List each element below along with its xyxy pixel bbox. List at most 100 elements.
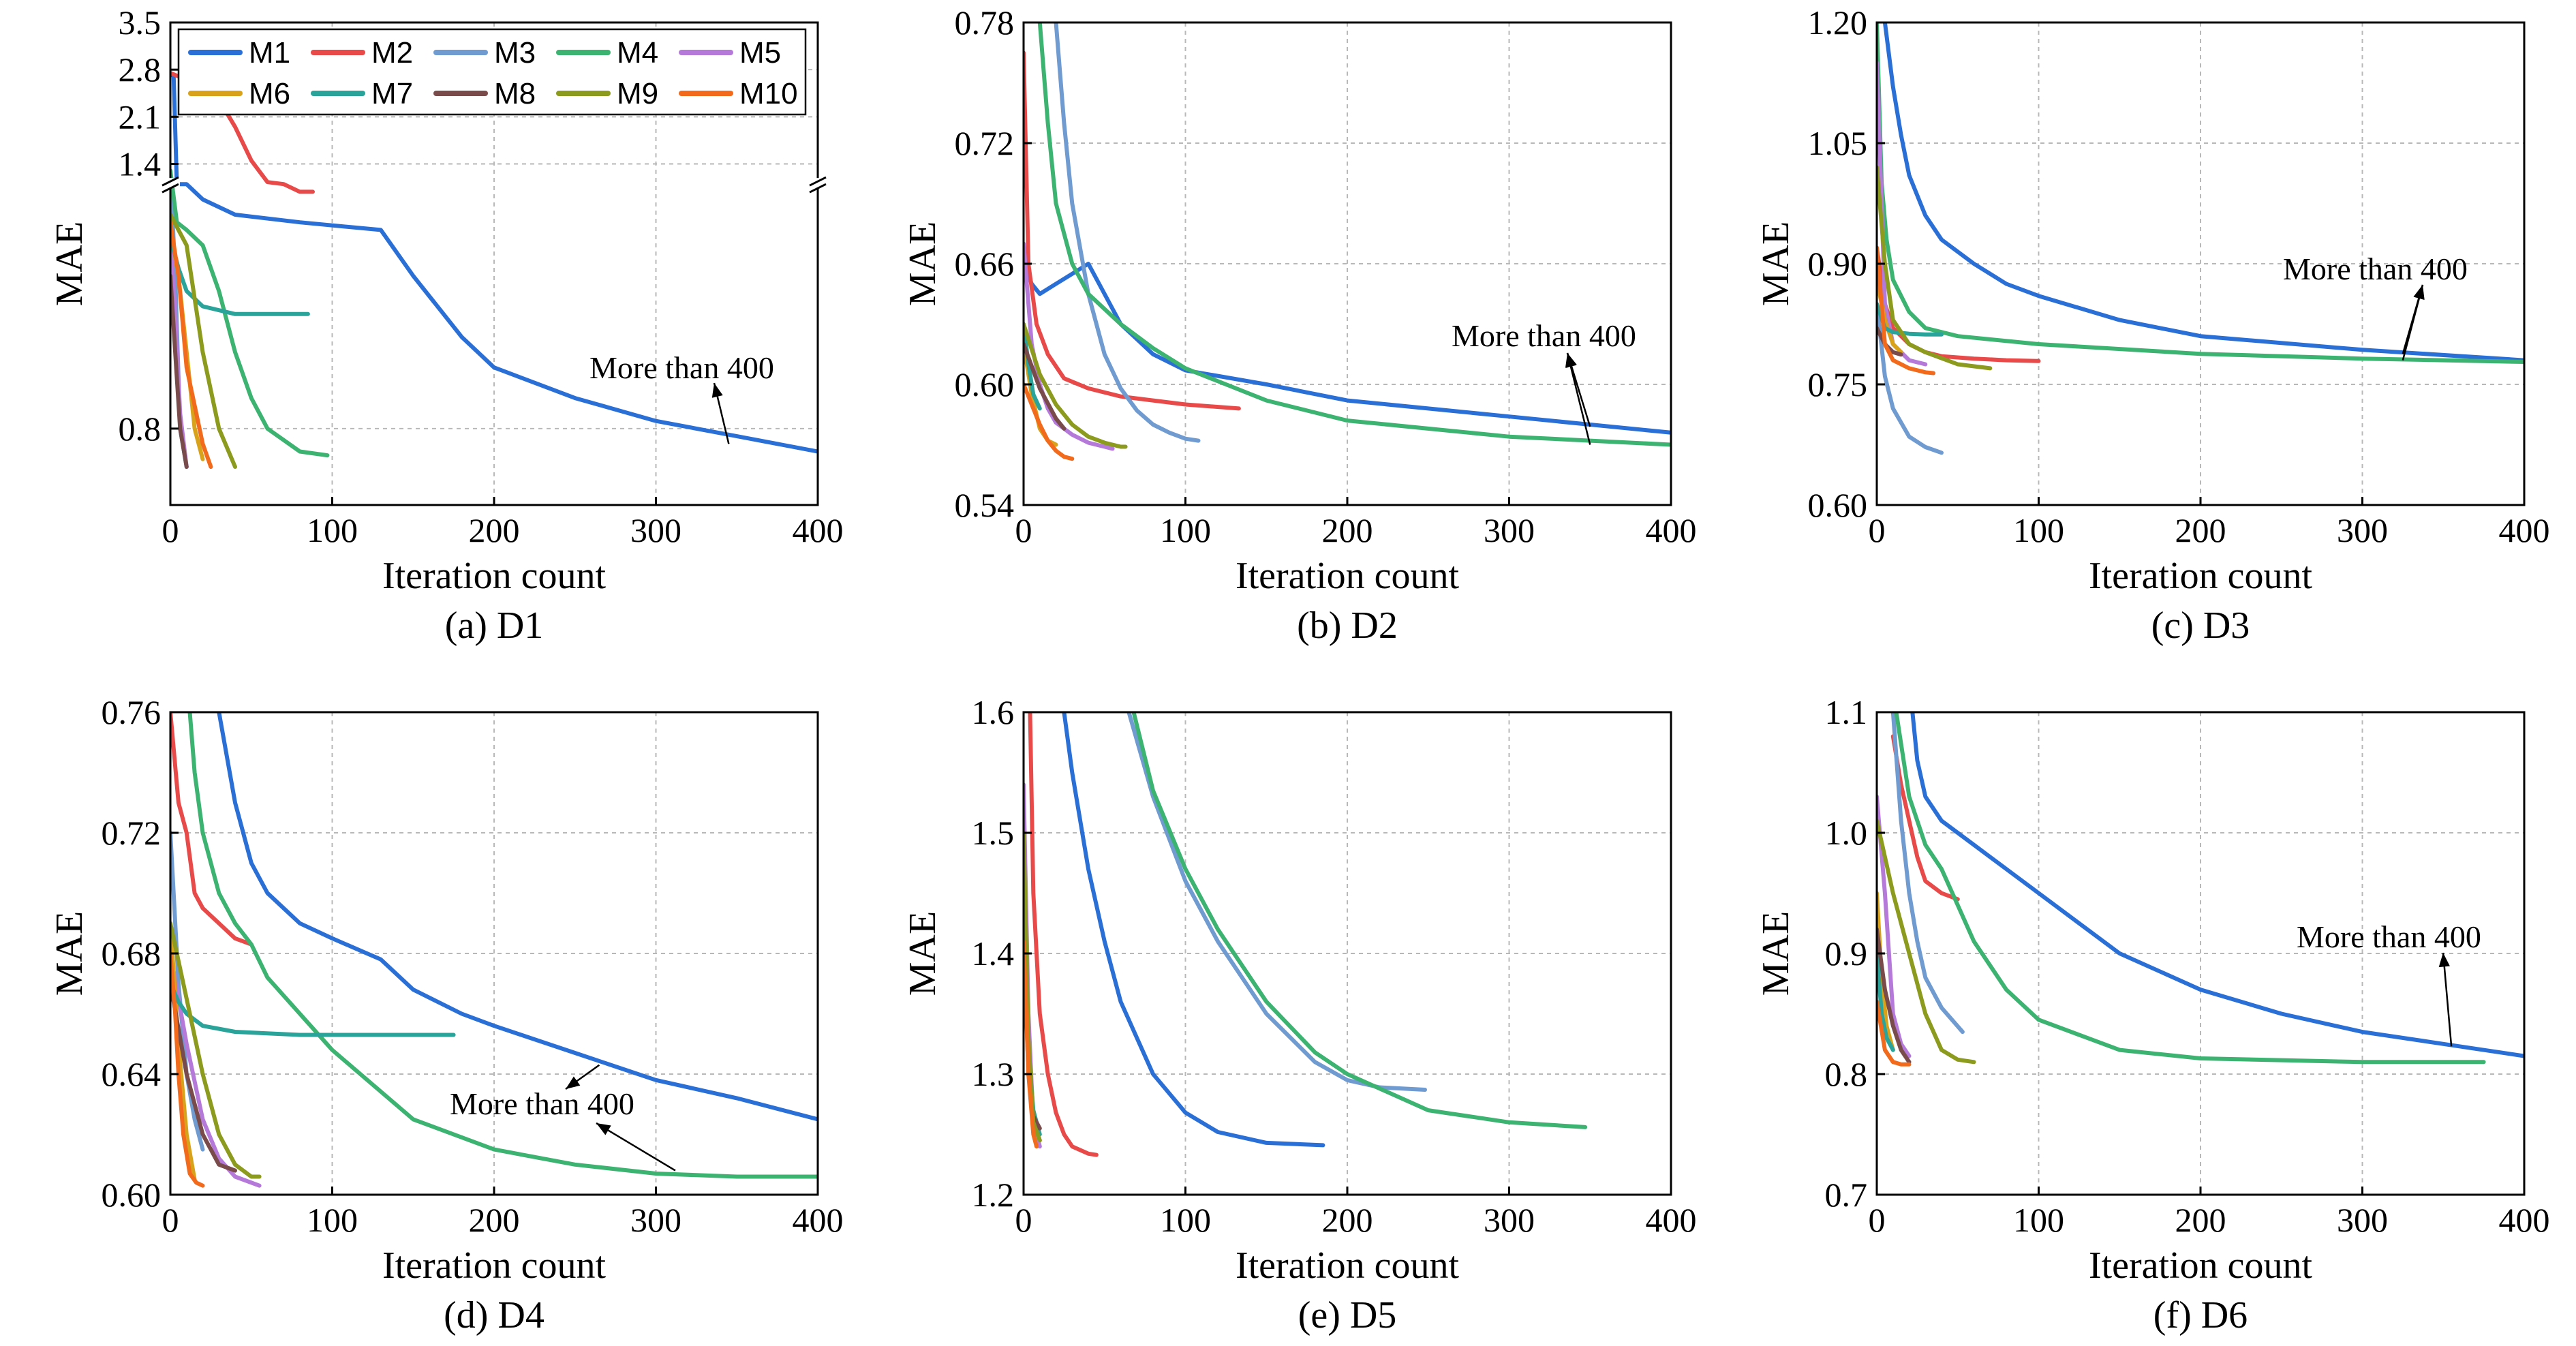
- series-line-m2: [1028, 712, 1099, 1157]
- y-tick-label: 0.64: [102, 1055, 162, 1093]
- x-tick-label: 0: [1869, 511, 1886, 549]
- x-tick-label: 200: [469, 1201, 520, 1239]
- series-line-m10: [1024, 382, 1075, 461]
- annotation-arrow-line: [1566, 352, 1591, 445]
- series-line-m10: [1877, 999, 1912, 1067]
- y-axis-title: MAE: [1755, 911, 1797, 996]
- x-tick-label: 400: [2499, 511, 2550, 549]
- panel-caption: (f) D6: [2153, 1294, 2248, 1336]
- legend-label-m5: M5: [739, 36, 781, 70]
- x-tick-label: 100: [307, 511, 358, 549]
- panel-caption: (d) D4: [444, 1294, 545, 1336]
- y-tick-label: 1.6: [972, 693, 1015, 731]
- series-line-m4: [1131, 712, 1588, 1129]
- x-tick-label: 100: [2013, 511, 2064, 549]
- x-tick-label: 400: [2499, 1201, 2550, 1239]
- axis-break-mark-left: [162, 183, 179, 194]
- y-tick-label: 1.20: [1808, 3, 1868, 42]
- series-line-m9: [170, 213, 237, 469]
- x-tick-label: 400: [1646, 1201, 1697, 1239]
- y-tick-label: 0.75: [1808, 365, 1868, 403]
- panel-caption: (a) D1: [445, 605, 544, 647]
- x-tick-label: 300: [2337, 511, 2388, 549]
- y-tick-label: 1.4: [119, 145, 162, 183]
- axis-break-mask-right: [808, 178, 827, 188]
- y-tick-label: 0.72: [102, 814, 162, 852]
- x-tick-label: 100: [1160, 1201, 1211, 1239]
- y-tick-label: 1.05: [1808, 124, 1868, 162]
- y-tick-label: 2.1: [119, 97, 162, 136]
- x-tick-label: 200: [1322, 1201, 1373, 1239]
- x-tick-label: 0: [1015, 511, 1032, 549]
- x-tick-label: 300: [1484, 511, 1535, 549]
- y-tick-label: 0.78: [955, 3, 1015, 42]
- series-line-m7: [1024, 322, 1042, 411]
- legend-label-m4: M4: [617, 36, 658, 70]
- legend-label-m2: M2: [371, 36, 413, 70]
- series-line-m4: [1894, 712, 2486, 1065]
- series-line-m1: [1910, 712, 2524, 1058]
- series-line-m3: [1126, 712, 1427, 1092]
- x-axis-title: Iteration count: [382, 555, 607, 597]
- series-line-m1: [217, 712, 818, 1122]
- panel-5: 0 100 200 300 400 1.2 1.3 1.4 1.5 1.6 Iteration co…: [902, 693, 1697, 1336]
- legend: M1 M2 M3 M4 M5 M6 M7 M8 M9 M10: [177, 28, 807, 116]
- annotation-arrow-head: [2438, 953, 2450, 968]
- y-axis-title: MAE: [902, 911, 944, 996]
- legend-label-m10: M10: [739, 77, 798, 110]
- y-tick-label: 0.90: [1808, 245, 1868, 283]
- series-group: [1024, 712, 1588, 1157]
- series-line-m4: [1037, 22, 1671, 447]
- x-tick-label: 200: [1322, 511, 1373, 549]
- axis-break-mark-left: [162, 176, 179, 187]
- series-line-m1: [1062, 712, 1325, 1148]
- y-tick-label: 0.7: [1825, 1176, 1868, 1214]
- annotation-arrow-head: [2413, 285, 2425, 300]
- series-line-m10: [1024, 939, 1039, 1149]
- series-line-m4: [187, 712, 818, 1179]
- series-line-m8: [1024, 342, 1067, 431]
- series-line-m8: [170, 981, 237, 1173]
- y-tick-label: 1.1: [1825, 693, 1868, 731]
- y-tick-label: 0.76: [102, 693, 162, 731]
- y-axis-title: MAE: [1755, 221, 1797, 306]
- panel-1: 0 100 200 300 400 0.8 1.4 2.1 2.8 3.5 Iteration co…: [48, 3, 844, 647]
- y-tick-label: 0.54: [955, 486, 1015, 524]
- annotation-text: More than 400: [2297, 919, 2481, 954]
- panel-6: 0 100 200 300 400 0.7 0.8 0.9 1.0 1.1 Iteration co…: [1755, 693, 2550, 1336]
- x-tick-label: 0: [162, 511, 179, 549]
- x-tick-label: 200: [2175, 511, 2226, 549]
- y-tick-label: 1.0: [1825, 814, 1868, 852]
- y-tick-label: 0.72: [955, 124, 1015, 162]
- series-line-m4: [1877, 22, 2524, 364]
- y-tick-label: 0.60: [102, 1176, 162, 1214]
- x-tick-label: 0: [1869, 1201, 1886, 1239]
- y-tick-label: 1.5: [972, 814, 1015, 852]
- legend-label-m8: M8: [494, 77, 536, 110]
- x-axis-title: Iteration count: [2089, 555, 2313, 597]
- y-axis-title: MAE: [48, 221, 91, 306]
- annotation-text: More than 400: [2283, 251, 2468, 286]
- series-line-m2: [1890, 734, 1960, 902]
- series-group: [1877, 712, 2524, 1067]
- series-line-m5: [1877, 794, 1912, 1058]
- x-tick-label: 300: [630, 1201, 681, 1239]
- series-line-m10: [170, 220, 213, 469]
- x-tick-label: 300: [1484, 1201, 1535, 1239]
- annotation-arrow-line: [2442, 952, 2453, 1047]
- annotation-text: More than 400: [1452, 318, 1636, 353]
- y-tick-label: 0.8: [119, 410, 162, 448]
- x-tick-label: 100: [2013, 1201, 2064, 1239]
- x-tick-label: 400: [793, 511, 844, 549]
- annotation-arrow-head: [566, 1076, 581, 1089]
- series-group: [170, 712, 818, 1188]
- y-axis-title: MAE: [902, 221, 944, 306]
- y-tick-label: 1.3: [972, 1055, 1015, 1093]
- series-line-m7: [170, 981, 456, 1037]
- legend-label-m3: M3: [494, 36, 536, 70]
- x-tick-label: 200: [469, 511, 520, 549]
- y-tick-label: 0.9: [1825, 934, 1868, 973]
- y-tick-label: 1.2: [972, 1176, 1015, 1214]
- series-line-m2: [170, 712, 254, 947]
